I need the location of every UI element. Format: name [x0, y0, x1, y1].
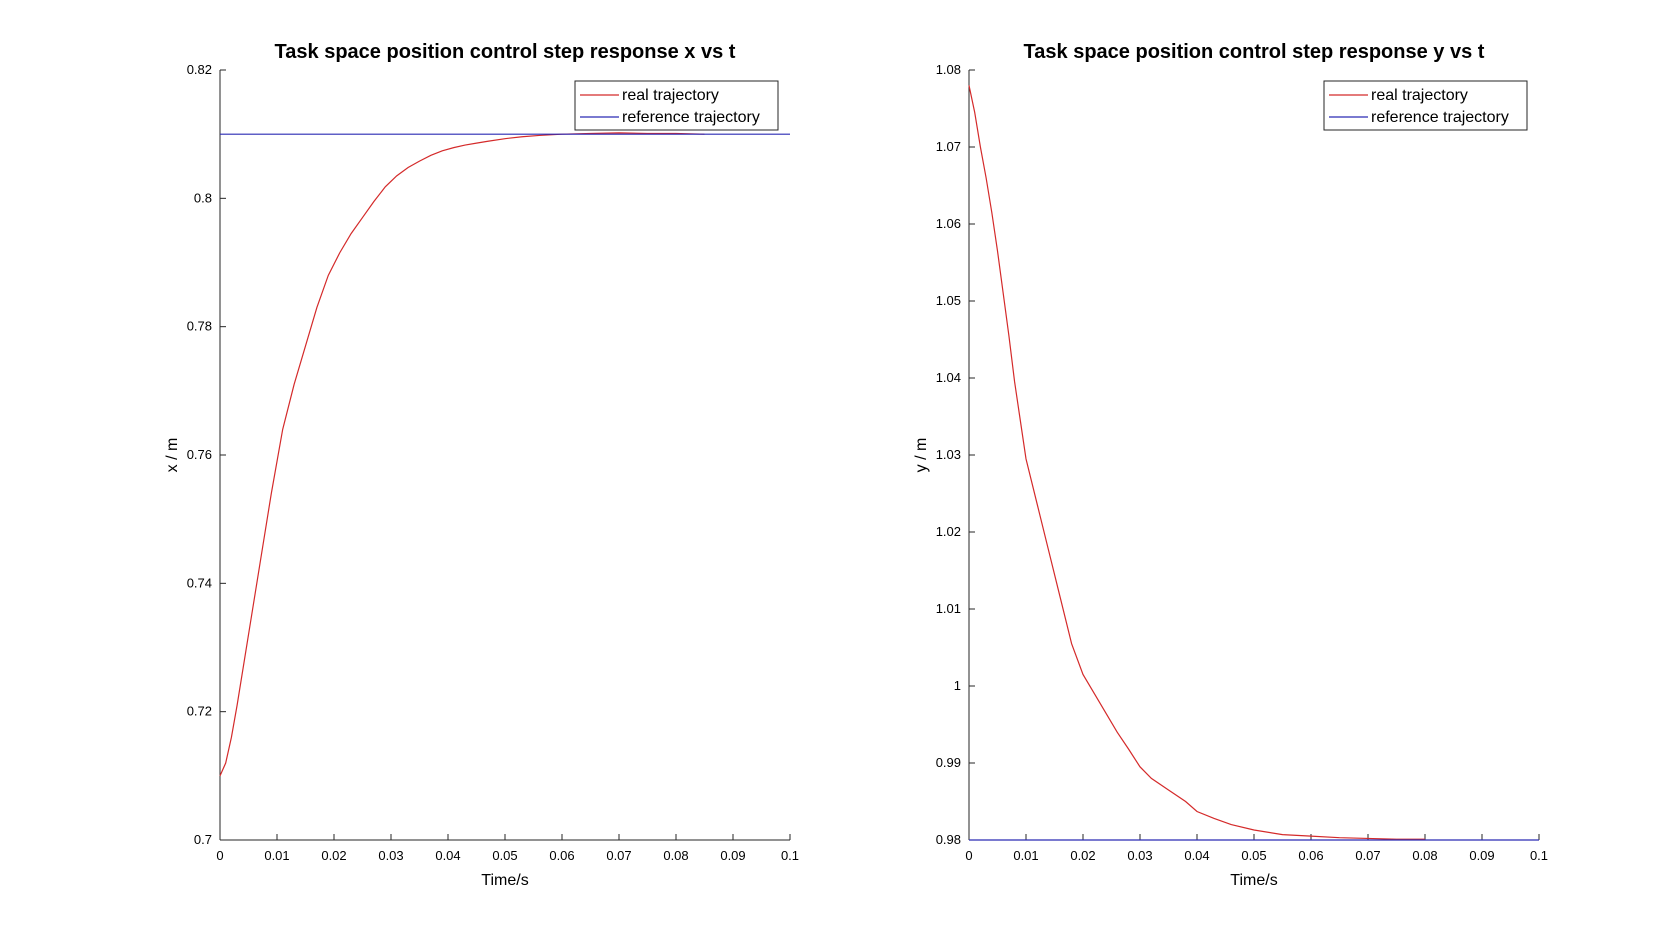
x-tick-label: 0.1 — [1530, 848, 1548, 863]
y-tick-label: 0.7 — [194, 832, 212, 847]
legend-label: reference trajectory — [622, 109, 760, 126]
y-tick-label: 0.99 — [936, 755, 961, 770]
legend: real trajectory reference trajectory — [1323, 80, 1528, 131]
y-tick-label: 0.74 — [187, 575, 212, 590]
y-tick-label: 0.76 — [187, 447, 212, 462]
x-tick-label: 0 — [216, 848, 223, 863]
legend: real trajectory reference trajectory — [574, 80, 779, 131]
y-tick-label: 0.8 — [194, 190, 212, 205]
chart-title: Task space position control step respons… — [275, 41, 736, 63]
x-tick-label: 0.04 — [1184, 848, 1209, 863]
legend-label: real trajectory — [622, 87, 719, 104]
series-line-real-trajectory — [968, 85, 1425, 840]
series-line-real-trajectory — [219, 132, 705, 777]
y-tick-label: 1 — [954, 678, 961, 693]
y-tick-label: 0.72 — [187, 704, 212, 719]
x-tick-label: 0.05 — [1241, 848, 1266, 863]
y-axis-label: x / m — [164, 438, 181, 473]
x-axis-label: Time/s — [1230, 872, 1277, 889]
y-tick-label: 0.98 — [936, 832, 961, 847]
x-tick-label: 0.07 — [606, 848, 631, 863]
x-tick-label: 0.06 — [549, 848, 574, 863]
x-tick-label: 0.08 — [1412, 848, 1437, 863]
chart-2: 0 0.01 0.02 0.03 0.04 0.05 0.06 0.07 0.08 0.09 0.1… — [913, 41, 1548, 889]
y-axis-label: y / m — [913, 438, 930, 473]
x-tick-label: 0.02 — [321, 848, 346, 863]
x-tick-label: 0.01 — [1013, 848, 1038, 863]
y-tick-label: 0.82 — [187, 62, 212, 77]
chart-title: Task space position control step respons… — [1024, 41, 1485, 63]
y-tick-label: 1.06 — [936, 216, 961, 231]
legend-box — [1323, 80, 1528, 131]
legend-label: reference trajectory — [1371, 109, 1509, 126]
x-tick-label: 0.08 — [663, 848, 688, 863]
x-tick-label: 0.07 — [1355, 848, 1380, 863]
y-tick-label: 1.01 — [936, 601, 961, 616]
y-tick-label: 0.78 — [187, 319, 212, 334]
x-tick-label: 0.03 — [1127, 848, 1152, 863]
x-tick-label: 0.09 — [720, 848, 745, 863]
x-tick-label: 0.04 — [435, 848, 460, 863]
x-tick-label: 0.02 — [1070, 848, 1095, 863]
y-tick-label: 1.05 — [936, 293, 961, 308]
x-tick-label: 0.1 — [781, 848, 799, 863]
x-axis-label: Time/s — [481, 872, 528, 889]
y-tick-label: 1.04 — [936, 370, 961, 385]
x-tick-label: 0.09 — [1469, 848, 1494, 863]
y-tick-label: 1.03 — [936, 447, 961, 462]
x-tick-label: 0.05 — [492, 848, 517, 863]
legend-box — [574, 80, 779, 131]
x-tick-label: 0 — [965, 848, 972, 863]
y-tick-label: 1.02 — [936, 524, 961, 539]
x-tick-label: 0.01 — [264, 848, 289, 863]
x-tick-label: 0.06 — [1298, 848, 1323, 863]
x-tick-label: 0.03 — [378, 848, 403, 863]
y-tick-label: 1.07 — [936, 139, 961, 154]
y-tick-label: 1.08 — [936, 62, 961, 77]
chart-1: 0 0.01 0.02 0.03 0.04 0.05 0.06 0.07 0.08 0.09 0.1… — [164, 41, 799, 889]
legend-label: real trajectory — [1371, 87, 1468, 104]
